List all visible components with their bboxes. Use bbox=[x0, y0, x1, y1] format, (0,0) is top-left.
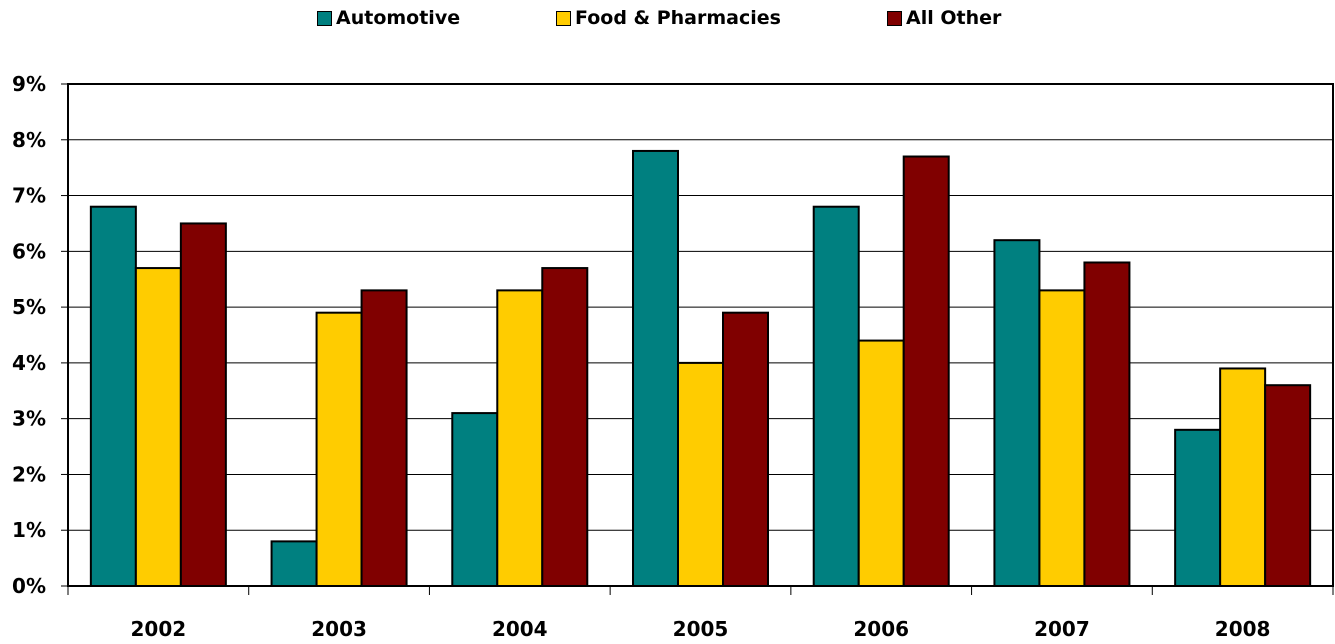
bar bbox=[1083, 261, 1131, 587]
bar bbox=[1264, 384, 1312, 588]
x-tick-label: 2007 bbox=[1034, 617, 1090, 641]
y-tick-label: 7% bbox=[12, 184, 46, 208]
legend-label-automotive: Automotive bbox=[336, 7, 461, 29]
bar bbox=[857, 339, 905, 588]
bar bbox=[1174, 428, 1222, 588]
bar bbox=[1038, 289, 1086, 587]
x-tick-label: 2003 bbox=[311, 617, 367, 641]
bar bbox=[89, 205, 137, 587]
legend-swatch-automotive bbox=[317, 10, 332, 26]
legend-item-food-pharmacies: Food & Pharmacies bbox=[556, 7, 781, 29]
bar bbox=[1219, 367, 1267, 588]
x-tick-label: 2002 bbox=[131, 617, 187, 641]
bar bbox=[677, 361, 724, 587]
legend-label-all-other: All Other bbox=[906, 7, 1002, 29]
legend-label-food-pharmacies: Food & Pharmacies bbox=[575, 7, 781, 29]
plot-border bbox=[67, 83, 1334, 587]
bar bbox=[179, 222, 227, 587]
y-tick-label: 0% bbox=[12, 574, 46, 598]
y-tick-label: 2% bbox=[12, 462, 46, 486]
x-tick-label: 2008 bbox=[1215, 617, 1271, 641]
bar bbox=[812, 205, 860, 587]
legend-item-all-other: All Other bbox=[887, 7, 1001, 29]
bar bbox=[496, 289, 544, 587]
legend: Automotive Food & Pharmacies All Other bbox=[0, 7, 1335, 35]
bar bbox=[451, 412, 499, 588]
y-tick-label: 1% bbox=[12, 518, 46, 542]
legend-swatch-all-other bbox=[887, 10, 902, 26]
bar bbox=[270, 540, 318, 588]
legend-item-automotive: Automotive bbox=[317, 7, 460, 29]
y-tick-label: 5% bbox=[12, 295, 46, 319]
bar bbox=[902, 155, 950, 587]
bar bbox=[993, 239, 1041, 588]
bar bbox=[632, 149, 679, 588]
bar bbox=[360, 289, 408, 587]
x-tick-label: 2004 bbox=[492, 617, 548, 641]
bar bbox=[315, 311, 363, 587]
y-tick-label: 8% bbox=[12, 128, 46, 152]
x-tick-label: 2006 bbox=[853, 617, 909, 641]
x-tick-label: 2005 bbox=[673, 617, 729, 641]
y-tick-label: 6% bbox=[12, 239, 46, 263]
y-tick-label: 4% bbox=[12, 351, 46, 375]
legend-swatch-food-pharmacies bbox=[556, 10, 571, 26]
bar bbox=[541, 267, 589, 587]
y-tick-label: 3% bbox=[12, 407, 46, 431]
bar bbox=[722, 311, 769, 587]
bar bbox=[134, 267, 182, 587]
y-tick-label: 9% bbox=[12, 72, 46, 96]
